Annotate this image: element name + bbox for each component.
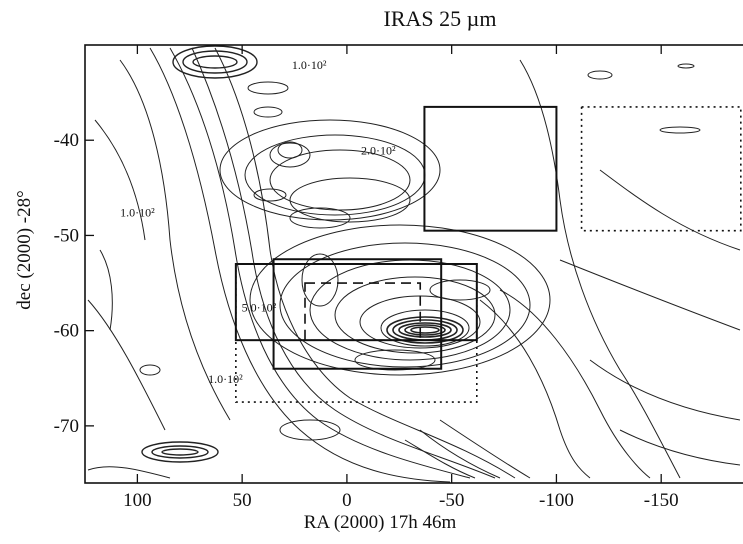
contour-level-label: 1.0·10² bbox=[120, 205, 155, 219]
x-tick-label: -100 bbox=[539, 490, 574, 511]
x-tick-label: 0 bbox=[342, 490, 352, 511]
x-tick-label: -150 bbox=[644, 490, 679, 511]
y-axis: -40 -50 -60 -70 bbox=[54, 130, 94, 437]
y-axis-title: dec (2000) -28° bbox=[14, 190, 35, 309]
region-box-dashed bbox=[304, 282, 422, 341]
contour-field bbox=[87, 45, 741, 483]
y-tick-label: -40 bbox=[54, 130, 79, 151]
x-axis: 100 50 0 -50 -100 -150 bbox=[123, 45, 679, 511]
y-tick-label: -60 bbox=[54, 321, 79, 342]
region-box-solid bbox=[272, 258, 443, 370]
contour-level-label: 5.0·10² bbox=[242, 301, 277, 315]
x-tick-label: 100 bbox=[123, 490, 152, 511]
x-axis-title: RA (2000) 17h 46m bbox=[304, 512, 457, 533]
region-box-solid bbox=[234, 263, 478, 342]
plot-frame bbox=[84, 44, 743, 484]
overlay-regions bbox=[234, 105, 742, 403]
region-box-dotted bbox=[580, 106, 742, 232]
y-tick-label: -70 bbox=[54, 416, 79, 437]
chart-title: IRAS 25 µm bbox=[384, 6, 497, 31]
region-box-solid bbox=[423, 105, 558, 232]
contour-labels: 1.0·10² 2.0·10² 1.0·10² 5.0·10² 1.0·10² bbox=[120, 58, 396, 386]
contour-level-label: 1.0·10² bbox=[292, 58, 327, 72]
x-tick-label: -50 bbox=[439, 490, 464, 511]
y-tick-label: -50 bbox=[54, 225, 79, 246]
contour-level-label: 1.0·10² bbox=[208, 372, 243, 386]
contour-level-label: 2.0·10² bbox=[361, 144, 396, 158]
x-tick-label: 50 bbox=[233, 490, 252, 511]
